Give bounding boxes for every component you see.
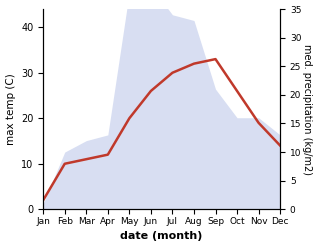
X-axis label: date (month): date (month): [121, 231, 203, 242]
Y-axis label: med. precipitation (kg/m2): med. precipitation (kg/m2): [302, 44, 313, 175]
Y-axis label: max temp (C): max temp (C): [5, 73, 16, 145]
